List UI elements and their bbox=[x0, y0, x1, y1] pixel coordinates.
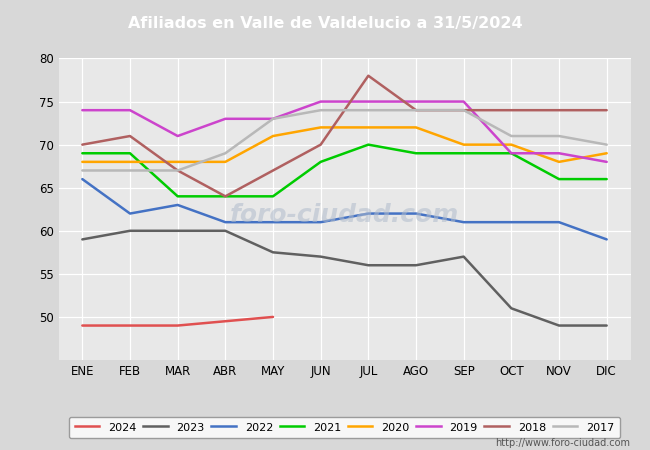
Legend: 2024, 2023, 2022, 2021, 2020, 2019, 2018, 2017: 2024, 2023, 2022, 2021, 2020, 2019, 2018… bbox=[69, 417, 620, 438]
Text: http://www.foro-ciudad.com: http://www.foro-ciudad.com bbox=[495, 438, 630, 448]
Text: Afiliados en Valle de Valdelucio a 31/5/2024: Afiliados en Valle de Valdelucio a 31/5/… bbox=[127, 16, 523, 31]
Text: foro-ciudad.com: foro-ciudad.com bbox=[230, 203, 459, 227]
